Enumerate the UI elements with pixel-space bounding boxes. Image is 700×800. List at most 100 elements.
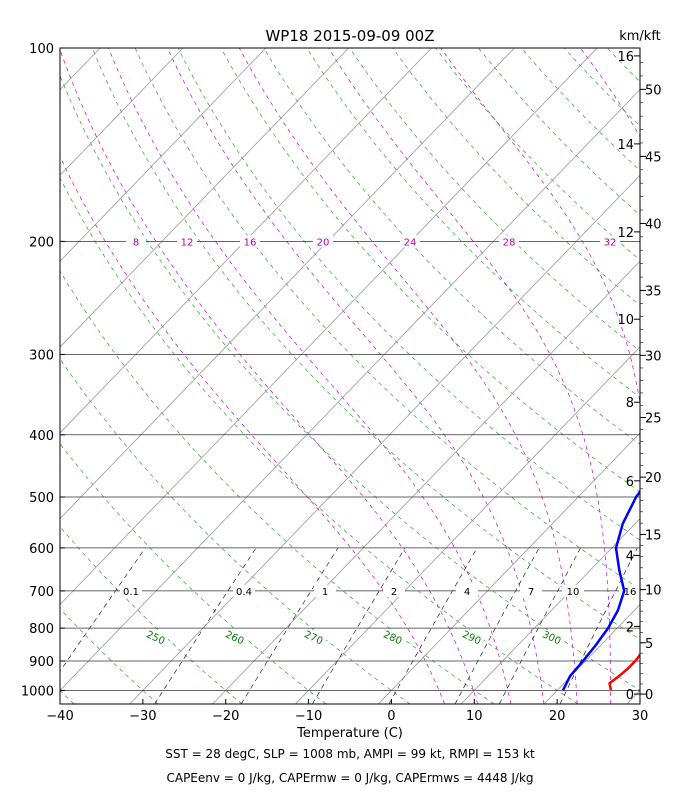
x-tick-label: 30 — [632, 709, 649, 724]
label-backdrop — [456, 584, 478, 597]
dry-adiabat — [263, 48, 640, 445]
dry-adiabat — [60, 270, 495, 704]
dry-adiabat — [306, 48, 640, 398]
label-backdrop — [240, 235, 260, 248]
pressure-tick-label: 300 — [29, 348, 54, 363]
label-backdrop — [499, 235, 519, 248]
kft-tick-label: 50 — [645, 83, 662, 98]
moist-adiabat-label: 12 — [181, 237, 194, 248]
label-backdrop — [126, 235, 146, 248]
isotherm — [60, 48, 101, 91]
mixing-ratio-label: 1 — [322, 587, 328, 598]
plot-frame — [59, 47, 641, 705]
label-backdrop — [177, 235, 197, 248]
label-backdrop — [313, 235, 333, 248]
pressure-tick-label: 700 — [29, 585, 54, 600]
isotherm — [460, 518, 640, 704]
isotherm — [60, 48, 184, 176]
moist-adiabat-label: 20 — [317, 237, 330, 248]
dry-adiabat — [392, 48, 640, 306]
mixing-ratio-line — [454, 547, 540, 704]
label-backdrop — [400, 235, 420, 248]
x-tick-label: −20 — [212, 709, 239, 724]
km-tick-label: 14 — [617, 138, 634, 153]
isotherm — [60, 48, 349, 348]
pressure-tick-label: 800 — [29, 622, 54, 637]
isotherm — [378, 432, 640, 704]
moist-adiabat — [167, 48, 545, 704]
mixing-ratio-label: 0.4 — [236, 587, 252, 598]
km-tick-label: 6 — [626, 475, 634, 490]
dry-adiabat — [650, 48, 700, 704]
label-backdrop — [520, 584, 542, 597]
pressure-tick-label: 500 — [29, 491, 54, 506]
dry-adiabat — [60, 74, 640, 691]
pressure-tick-label: 200 — [29, 235, 54, 250]
axes: −40 −30 −20 −10 0 10 20 30 100 200 300 400 500 600 700… — [21, 42, 662, 724]
kft-tick-label: 10 — [645, 584, 662, 599]
kft-tick-label: 15 — [645, 528, 662, 543]
mixing-ratio-line — [312, 547, 406, 704]
mixing-ratio-label: 2 — [391, 587, 397, 598]
dry-adiabat — [177, 48, 640, 541]
isotherm — [129, 174, 640, 704]
moist-adiabat — [328, 48, 611, 704]
temperature-profile-line — [608, 653, 640, 691]
dry-adiabat — [60, 608, 159, 704]
label-backdrop — [460, 630, 484, 643]
profile-lines — [561, 489, 640, 691]
pressure-tick-label: 400 — [29, 429, 54, 444]
label-backdrop — [233, 584, 255, 597]
mixing-ratio-label: 16 — [624, 587, 637, 598]
isotherm — [0, 48, 17, 704]
dry-adiabat — [521, 48, 640, 171]
x-axis-label: Temperature (C) — [296, 726, 403, 741]
label-backdrop — [383, 584, 405, 597]
moist-adiabat — [60, 155, 445, 704]
kft-tick-label: 20 — [645, 471, 662, 486]
label-backdrop — [302, 630, 326, 643]
moist-adiabat-label: 24 — [404, 237, 417, 248]
km-tick-label: 2 — [626, 620, 634, 635]
pressure-tick-label: 100 — [29, 42, 54, 57]
x-tick-label: 20 — [549, 709, 566, 724]
isotherm — [60, 48, 432, 434]
label-backdrop — [562, 584, 584, 597]
kft-tick-label: 35 — [645, 284, 662, 299]
mixing-ratio-line — [499, 547, 581, 704]
x-tick-label: 10 — [466, 709, 483, 724]
km-tick-label: 8 — [626, 396, 634, 411]
label-backdrop — [600, 235, 620, 248]
right-axis-label: km/kft — [619, 29, 661, 44]
moist-adiabat-label: 28 — [503, 237, 516, 248]
kft-tick-label: 40 — [645, 217, 662, 232]
label-backdrop — [540, 630, 564, 643]
pressure-tick-label: 600 — [29, 542, 54, 557]
kft-tick-label: 25 — [645, 412, 662, 427]
pressure-tick-label: 1000 — [21, 684, 54, 699]
dry-adiabat — [60, 443, 327, 704]
kft-tick-label: 45 — [645, 150, 662, 165]
dry-adiabat — [60, 177, 579, 704]
mixing-ratio-label: 10 — [567, 587, 580, 598]
dewpoint-profile-line — [561, 489, 640, 691]
x-tick-label: −10 — [295, 709, 322, 724]
isotherm — [60, 48, 267, 262]
mixing-ratio-line — [60, 547, 146, 672]
x-tick-label: −30 — [129, 709, 156, 724]
dry-adiabat — [60, 358, 411, 704]
isotherm — [626, 689, 640, 704]
dry-adiabat — [693, 48, 700, 704]
moist-adiabat — [238, 48, 578, 704]
km-tick-label: 0 — [626, 688, 634, 703]
x-tick-label: −40 — [46, 709, 73, 724]
moist-adiabat-label: 32 — [604, 237, 617, 248]
moist-adiabat — [60, 48, 479, 704]
dry-adiabat — [349, 48, 640, 352]
mixing-ratio-label: 7 — [528, 587, 534, 598]
isotherm — [60, 48, 515, 520]
km-tick-label: 10 — [617, 313, 634, 328]
label-backdrop — [314, 584, 336, 597]
